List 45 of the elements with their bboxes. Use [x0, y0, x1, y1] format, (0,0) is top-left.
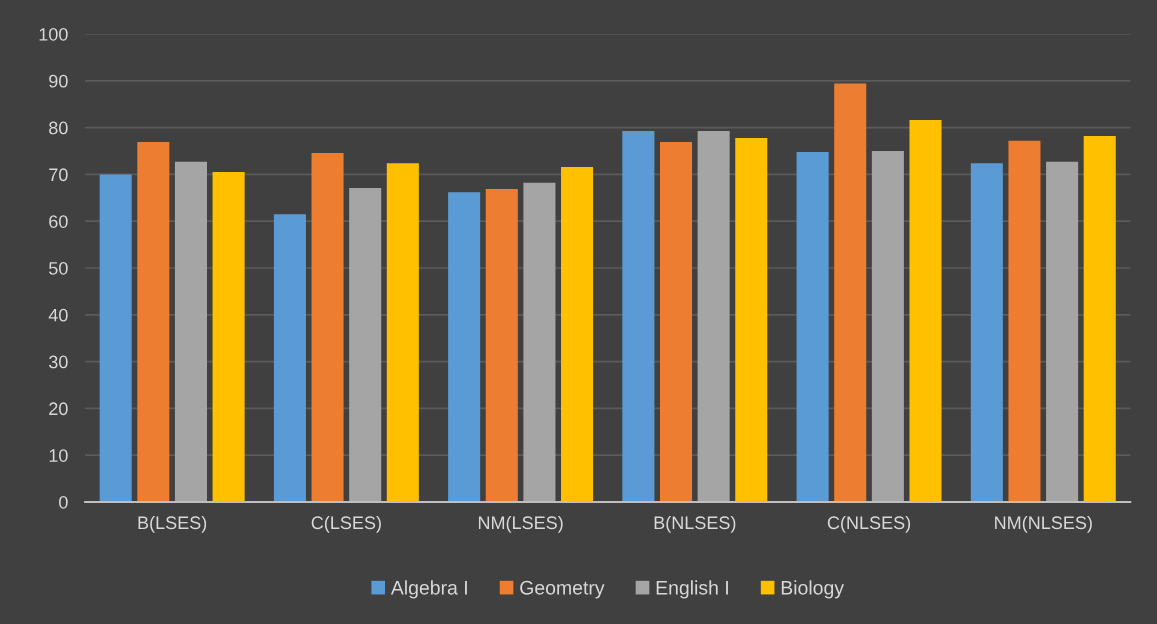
bar	[349, 187, 382, 503]
bar	[796, 151, 829, 503]
bar	[485, 188, 518, 503]
bar	[523, 182, 556, 503]
y-tick-label: 20	[49, 402, 68, 416]
bar	[622, 130, 655, 503]
y-tick-label: 60	[49, 215, 68, 228]
bar	[735, 137, 768, 503]
bar	[909, 120, 942, 503]
legend-label: Algebra I	[390, 580, 467, 599]
x-tick-label: B(LSES)	[138, 515, 207, 533]
x-tick-label: C(LSES)	[311, 515, 381, 533]
bar	[273, 214, 306, 503]
y-tick-label: 0	[59, 495, 68, 509]
bar	[448, 192, 481, 503]
legend-label: Biology	[781, 580, 844, 599]
bar	[137, 142, 170, 503]
y-tick-label: 30	[48, 355, 68, 369]
y-tick-label: 100	[39, 27, 68, 41]
bar	[659, 142, 693, 503]
y-tick-label: 50	[49, 261, 68, 275]
bar	[871, 151, 904, 503]
bar	[174, 161, 207, 503]
x-tick-label: B(NLSES)	[654, 515, 736, 533]
bar	[1083, 136, 1116, 503]
y-tick-label: 90	[49, 74, 68, 88]
bar	[697, 130, 730, 503]
legend-label: Geometry	[520, 580, 605, 599]
y-tick-label: 10	[49, 449, 68, 462]
bar	[311, 152, 344, 503]
bar	[99, 174, 132, 503]
x-tick-label: NM(NLSES)	[995, 515, 1092, 533]
bar	[212, 172, 245, 503]
y-tick-label: 40	[48, 308, 68, 322]
bar	[386, 163, 419, 503]
bar	[1008, 140, 1041, 503]
bar	[561, 166, 594, 503]
x-tick-label: NM(LSES)	[478, 515, 563, 533]
legend-label: English I	[656, 580, 728, 599]
bar	[1046, 161, 1079, 503]
y-tick-label: 70	[49, 168, 68, 182]
x-tick-label: C(NLSES)	[827, 515, 911, 533]
bar	[970, 163, 1003, 503]
bar	[834, 83, 867, 503]
y-tick-label: 80	[49, 121, 68, 135]
